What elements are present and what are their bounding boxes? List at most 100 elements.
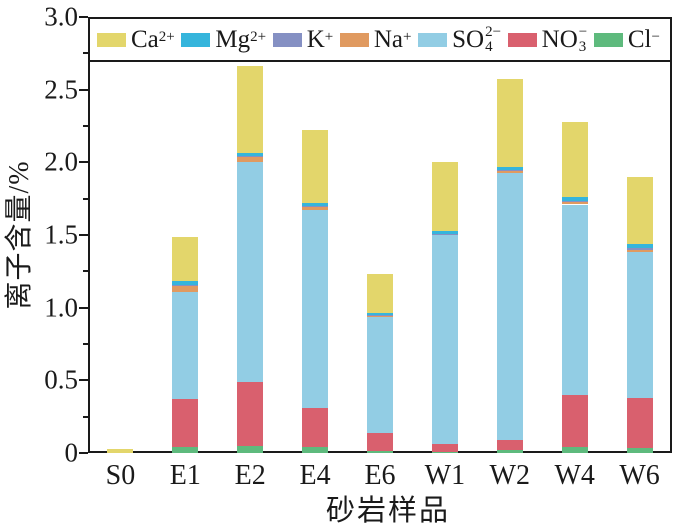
segment-SO42--E1	[172, 291, 199, 400]
legend-item-Mg2+: Mg 2+	[181, 27, 266, 52]
segment-Ca2+-W2	[496, 78, 523, 168]
segment-Ca2+-W4	[561, 122, 588, 197]
y-minor-tick-mark	[83, 343, 88, 345]
bar-W6	[626, 17, 653, 453]
segment-Mg2+-E4	[302, 203, 329, 206]
x-tick-label-W6: W6	[619, 460, 660, 491]
segment-SO42--W2	[496, 172, 523, 440]
legend-item-label: Cl −	[627, 26, 660, 53]
segment-Ca2+-E1	[172, 237, 199, 281]
legend-swatch-Cl-	[593, 32, 623, 47]
bar-E6	[367, 17, 393, 453]
segment-Mg2+-W1	[431, 231, 458, 234]
segment-Na+-W1	[431, 234, 458, 235]
segment-Mg2+-W2	[496, 167, 523, 170]
legend: Ca 2+ Mg 2+ K + Na + SO 2− 4 NO −3 Cl −	[88, 17, 672, 62]
legend-item-Na+: Na +	[339, 26, 412, 53]
bar-W4	[561, 17, 588, 453]
x-tick-label-W4: W4	[554, 460, 595, 491]
y-minor-tick-mark	[83, 52, 88, 55]
bar-W2	[496, 17, 523, 453]
segment-Cl--E6	[367, 450, 393, 453]
segment-NO3--W6	[626, 397, 653, 448]
x-tick-label-W1: W1	[424, 460, 466, 491]
segment-Na+-E2	[237, 156, 264, 163]
segment-SO42--E2	[237, 162, 264, 382]
segment-SO42--E6	[367, 317, 393, 434]
x-tick-label-E6: E6	[364, 460, 396, 491]
y-tick-label: 1.5	[44, 219, 78, 250]
x-tick-label-E2: E2	[234, 460, 266, 491]
y-tick-label: 2.0	[44, 146, 78, 177]
legend-swatch-NO3-	[507, 32, 537, 47]
legend-swatch-Na+	[339, 32, 369, 47]
segment-Mg2+-E1	[172, 280, 199, 286]
legend-item-label: NO −3	[541, 24, 588, 55]
legend-item-label: Na +	[373, 26, 412, 53]
segment-Mg2+-W6	[626, 243, 653, 249]
legend-item-SO42-: SO 2− 4	[418, 25, 501, 54]
segment-Na+-E4	[302, 207, 329, 211]
legend-swatch-K+	[272, 32, 302, 47]
segment-Ca2+-E2	[237, 65, 264, 153]
segment-K+-W1	[431, 233, 458, 235]
legend-item-K+: K +	[272, 26, 334, 53]
y-tick-mark	[79, 452, 88, 454]
x-tick-label-E4: E4	[299, 460, 331, 491]
segment-Cl--E2	[237, 445, 264, 453]
legend-item-NO3-: NO −3	[507, 24, 588, 55]
segment-K+-E1	[172, 285, 199, 286]
x-tick-label-E1: E1	[169, 460, 201, 491]
y-minor-tick-mark	[83, 125, 88, 127]
bar-E2	[237, 17, 264, 453]
segment-NO3--E2	[237, 381, 264, 446]
x-tick-label-W2: W2	[489, 460, 530, 491]
y-tick-mark	[79, 379, 88, 382]
segment-Mg2+-E6	[367, 313, 393, 315]
y-tick-label: 0.5	[44, 364, 78, 395]
segment-K+-W2	[496, 169, 523, 171]
segment-Cl--W4	[561, 447, 588, 453]
segment-Mg2+-W4	[561, 196, 588, 201]
y-tick-mark	[79, 16, 88, 18]
segment-Cl--E4	[302, 447, 329, 453]
y-tick-mark	[79, 161, 88, 164]
segment-Cl--W1	[431, 451, 458, 453]
y-minor-tick-mark	[83, 270, 88, 273]
segment-SO42--W4	[561, 204, 588, 395]
segment-Na+-E6	[367, 315, 393, 318]
segment-SO42--W6	[626, 252, 653, 398]
legend-swatch-SO42-	[418, 32, 448, 47]
segment-K+-E4	[302, 205, 329, 208]
segment-Ca2+-W6	[626, 176, 653, 244]
legend-item-label: SO 2− 4	[452, 24, 502, 55]
legend-item-label: Mg 2+	[215, 26, 267, 53]
segment-Na+-W6	[626, 249, 653, 253]
y-tick-label: 1.0	[44, 292, 78, 323]
segment-K+-E2	[237, 155, 264, 157]
segment-Ca2+-S0	[107, 448, 134, 453]
y-tick-label: 2.5	[44, 74, 78, 105]
segment-Ca2+-E6	[367, 274, 393, 314]
y-tick-mark	[79, 234, 88, 236]
segment-SO42--W1	[431, 235, 458, 445]
segment-NO3--W2	[496, 439, 523, 451]
segment-NO3--W4	[561, 394, 588, 448]
segment-Cl--W6	[626, 447, 653, 453]
segment-Mg2+-E2	[237, 152, 264, 156]
legend-item-label: K +	[306, 26, 334, 53]
segment-SO42--E4	[302, 210, 329, 408]
segment-Cl--W2	[496, 450, 523, 453]
legend-item-label: Ca 2+	[131, 26, 175, 53]
segment-Ca2+-W1	[431, 161, 458, 232]
bar-S0	[107, 17, 134, 453]
legend-swatch-Mg2+	[181, 32, 211, 47]
y-minor-tick-mark	[83, 415, 88, 418]
segment-Ca2+-E4	[302, 130, 329, 204]
segment-NO3--W1	[431, 444, 458, 452]
x-axis-title: 砂岩样品	[325, 495, 451, 527]
legend-swatch-Ca2+	[97, 32, 126, 47]
y-tick-mark	[79, 306, 88, 309]
segment-NO3--E6	[367, 433, 393, 451]
